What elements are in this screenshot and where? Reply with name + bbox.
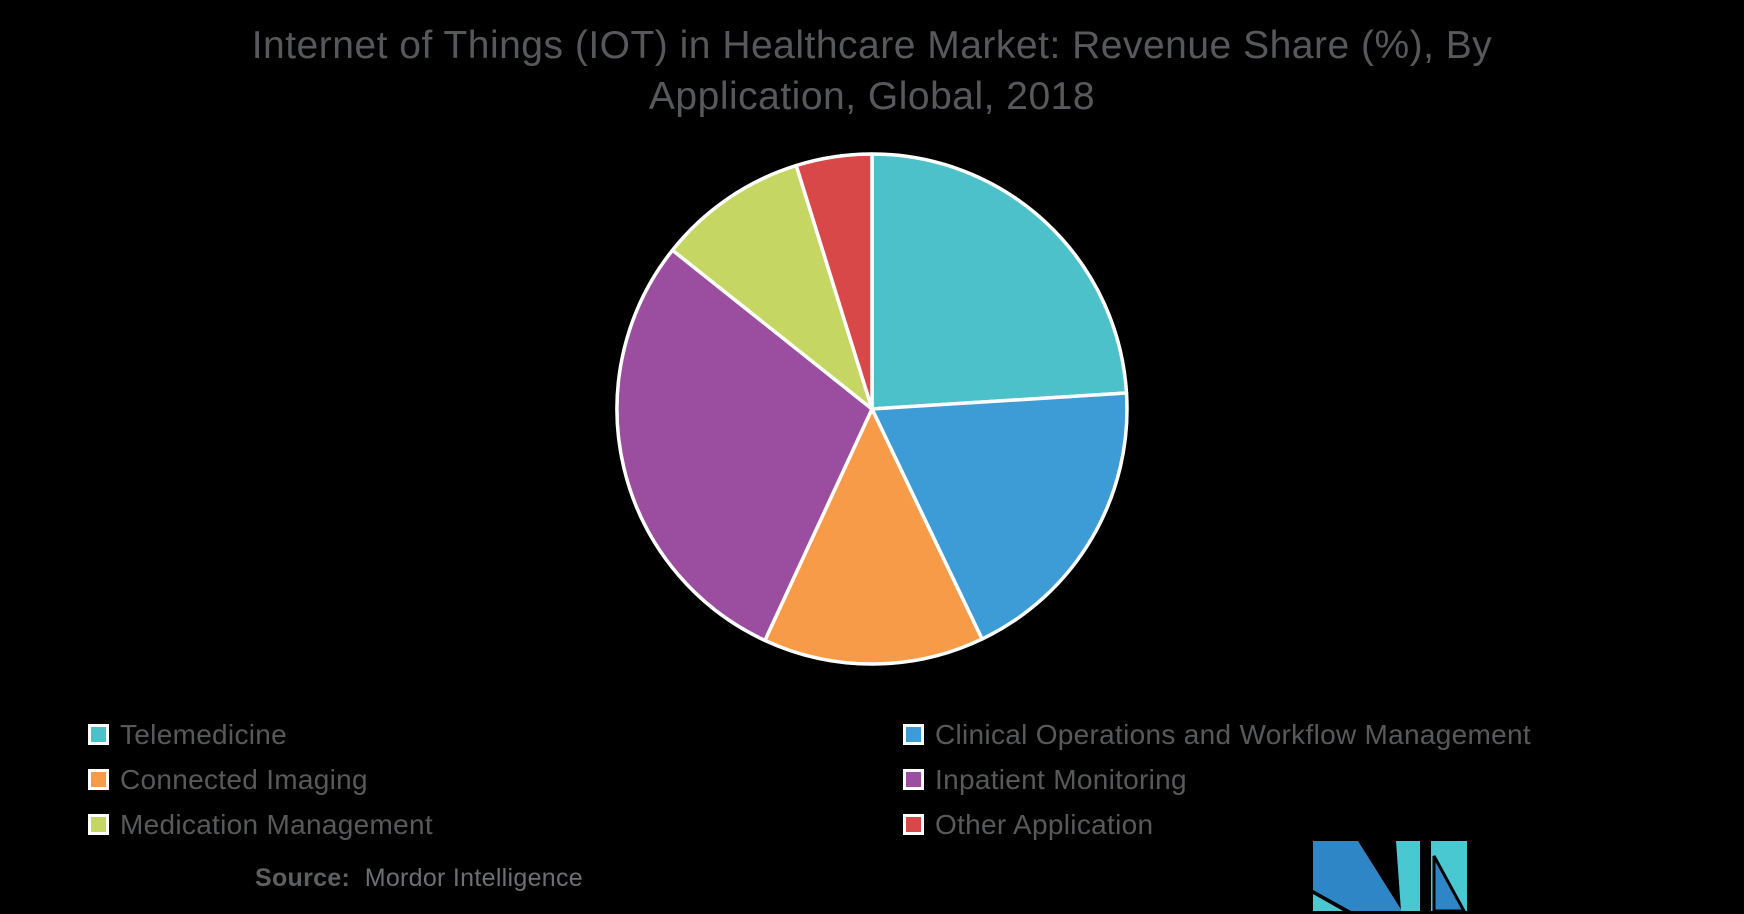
chart-title-line2: Application, Global, 2018: [648, 75, 1096, 118]
legend-label: Connected Imaging: [120, 763, 368, 795]
legend-label: Medication Management: [120, 808, 433, 840]
pie-slice: [870, 152, 1129, 411]
legend-marker: [88, 769, 109, 790]
logo-left-teal-triangle: [1313, 894, 1343, 911]
logo-right-blue-triangle: [1432, 855, 1466, 911]
legend-item: Medication Management: [88, 802, 433, 847]
legend-label: Other Application: [935, 808, 1154, 840]
legend-marker: [903, 814, 924, 835]
pie-chart-svg: [615, 152, 1129, 666]
legend-label: Clinical Operations and Workflow Managem…: [935, 718, 1531, 750]
logo-middle-teal-wedge: [1396, 841, 1420, 911]
chart-title: Internet of Things (IOT) in Healthcare M…: [0, 20, 1744, 122]
logo-left-blue-band: [1313, 841, 1402, 911]
legend-marker: [88, 724, 109, 745]
source-text: [357, 864, 364, 892]
pie-chart: [612, 149, 1132, 669]
legend-label: Telemedicine: [120, 718, 288, 750]
legend-item: Clinical Operations and Workflow Managem…: [903, 712, 1531, 757]
legend-column-left: Telemedicine Connected Imaging Medication …: [88, 712, 433, 847]
pie-outline: [615, 152, 1129, 666]
source-value: Mordor Intelligence: [364, 864, 583, 892]
legend-marker: [903, 724, 924, 745]
legend-column-right: Clinical Operations and Workflow Managem…: [903, 712, 1531, 847]
legend-label: Inpatient Monitoring: [935, 763, 1187, 795]
source-line: Source: Mordor Intelligence: [255, 864, 583, 893]
chart-title-line1: Internet of Things (IOT) in Healthcare M…: [251, 24, 1493, 67]
legend-item: Connected Imaging: [88, 757, 433, 802]
legend-item: Telemedicine: [88, 712, 433, 757]
legend-marker: [88, 814, 109, 835]
legend-item: Other Application: [903, 802, 1531, 847]
legend-item: Inpatient Monitoring: [903, 757, 1531, 802]
mordor-intelligence-logo: [1313, 841, 1467, 911]
source-label: Source:: [255, 864, 351, 892]
legend-marker: [903, 769, 924, 790]
